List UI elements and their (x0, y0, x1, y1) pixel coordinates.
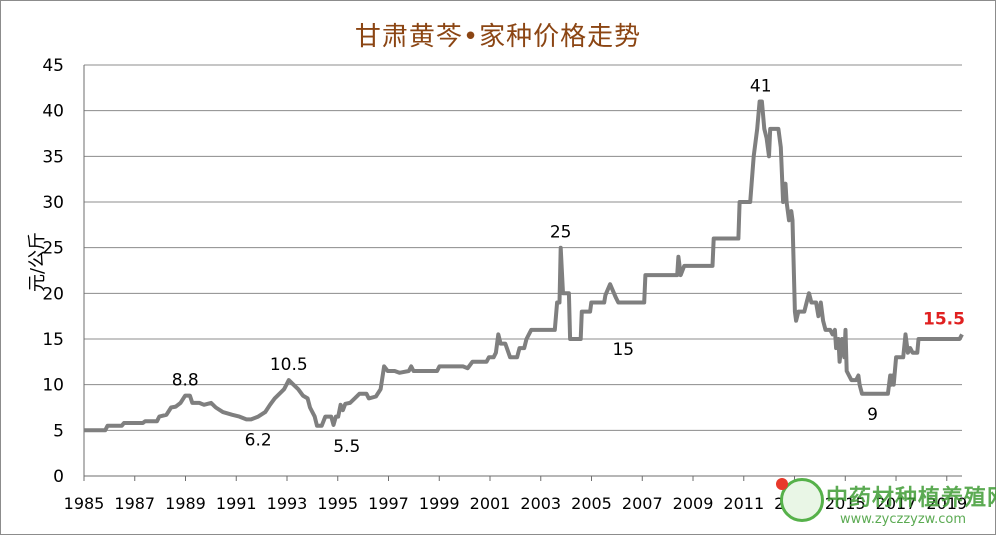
data-label: 10.5 (270, 355, 308, 375)
x-tick-label: 2003 (520, 494, 561, 513)
x-tick-label: 1991 (216, 494, 257, 513)
x-tick-label: 1989 (165, 494, 206, 513)
y-tick-label: 30 (42, 193, 64, 213)
watermark-name: 中药材种植养殖网 (826, 486, 996, 511)
x-tick-label: 1993 (267, 494, 308, 513)
data-label: 9 (867, 405, 878, 425)
y-tick-label: 0 (53, 467, 64, 487)
y-tick-label: 15 (42, 330, 64, 350)
x-tick-label: 2011 (723, 494, 764, 513)
x-tick-label: 1997 (368, 494, 409, 513)
data-label: 15.5 (923, 309, 965, 329)
x-tick-label: 2015 (825, 494, 866, 513)
x-tick-label: 2009 (673, 494, 714, 513)
x-tick-label: 2005 (571, 494, 612, 513)
x-tick-label: 2019 (926, 494, 967, 513)
chart-title: 甘肃黄芩•家种价格走势 (354, 22, 642, 52)
data-label: 15 (612, 340, 634, 360)
data-label: 5.5 (333, 437, 360, 457)
y-tick-label: 40 (42, 102, 64, 122)
y-tick-label: 5 (53, 421, 64, 441)
y-tick-label: 45 (42, 56, 64, 76)
watermark-dot-icon (776, 478, 788, 490)
x-tick-label: 1995 (317, 494, 358, 513)
plot-area (84, 65, 962, 476)
watermark: 中药材种植养殖网 www.zyczzyzw.com (770, 470, 996, 535)
price-series-line (84, 99, 964, 433)
x-tick-label: 1999 (419, 494, 460, 513)
y-tick-label: 20 (42, 284, 64, 304)
y-tick-label: 10 (42, 376, 64, 396)
x-tick-label: 2001 (470, 494, 511, 513)
data-label: 25 (550, 223, 572, 243)
y-tick-label: 25 (42, 239, 64, 259)
watermark-url: www.zyczzyzw.com (840, 512, 967, 527)
x-tick-label: 2007 (622, 494, 663, 513)
y-tick-label: 35 (42, 147, 64, 167)
x-tick-label: 1985 (64, 494, 105, 513)
data-label: 41 (750, 77, 772, 97)
watermark-logo-icon (780, 478, 824, 522)
x-tick-label: 1987 (114, 494, 155, 513)
data-label: 6.2 (245, 430, 272, 450)
data-label: 8.8 (172, 371, 199, 391)
x-tick-label: 2017 (876, 494, 917, 513)
